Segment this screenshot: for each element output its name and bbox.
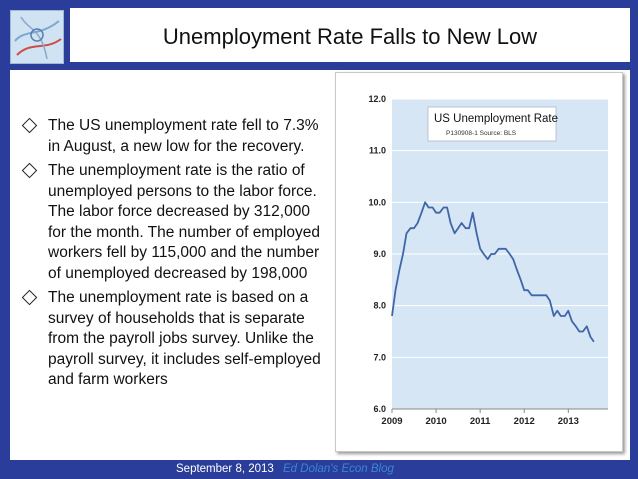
y-tick-label: 12.0: [368, 94, 386, 104]
x-tick-labels: 2009 2010 2011 2012 2013: [381, 409, 579, 427]
x-tick-label: 2010: [426, 416, 447, 427]
footer-date: September 8, 2013: [176, 463, 274, 475]
x-tick-label: 2012: [514, 416, 535, 427]
y-tick-label: 7.0: [373, 352, 386, 362]
diamond-bullet-icon: [21, 289, 38, 306]
y-tick-label: 11.0: [369, 146, 386, 156]
x-tick-label: 2013: [558, 416, 579, 427]
bullet-list: The US unemployment rate fell to 7.3% in…: [10, 116, 328, 395]
diamond-bullet-icon: [21, 117, 38, 134]
logo-graphic: [11, 11, 63, 63]
footer-source: Ed Dolan's Econ Blog: [283, 463, 394, 475]
unemployment-chart: 6.0 7.0 8.0 9.0 10.0 11.0 12.0 2009 2010 2011 201…: [368, 94, 608, 427]
chart-subtitle: P130908-1 Source: BLS: [446, 130, 517, 137]
chart-title-box: [427, 106, 557, 142]
bullet-item: The unemployment rate is based on a surv…: [10, 288, 328, 391]
bullet-text: The unemployment rate is the ratio of un…: [48, 162, 320, 282]
bullet-item: The unemployment rate is the ratio of un…: [10, 161, 328, 284]
diamond-bullet-icon: [21, 162, 38, 179]
y-tick-label: 6.0: [373, 404, 386, 414]
chart-frame: 6.0 7.0 8.0 9.0 10.0 11.0 12.0 2009 2010 2011 201…: [335, 72, 623, 452]
grid-lines: [392, 98, 608, 410]
y-tick-label: 9.0: [373, 249, 386, 259]
x-tick-label: 2009: [381, 416, 402, 427]
y-tick-label: 8.0: [373, 301, 386, 311]
blog-logo-icon: [10, 10, 64, 64]
y-tick-labels: 6.0 7.0 8.0 9.0 10.0 11.0 12.0: [368, 94, 386, 414]
bullet-text: The unemployment rate is based on a surv…: [48, 289, 321, 388]
series-line: [391, 201, 595, 343]
x-tick-label: 2011: [470, 416, 491, 427]
y-tick-label: 10.0: [368, 197, 386, 207]
content-area: The US unemployment rate fell to 7.3% in…: [10, 70, 630, 460]
bullet-item: The US unemployment rate fell to 7.3% in…: [10, 116, 328, 157]
chart-title: US Unemployment Rate: [434, 113, 558, 125]
footer: September 8, 2013 Ed Dolan's Econ Blog: [0, 461, 638, 479]
slide-title: Unemployment Rate Falls to New Low: [162, 24, 538, 49]
title-bar: Unemployment Rate Falls to New Low: [70, 8, 630, 62]
bullet-text: The US unemployment rate fell to 7.3% in…: [48, 117, 319, 155]
